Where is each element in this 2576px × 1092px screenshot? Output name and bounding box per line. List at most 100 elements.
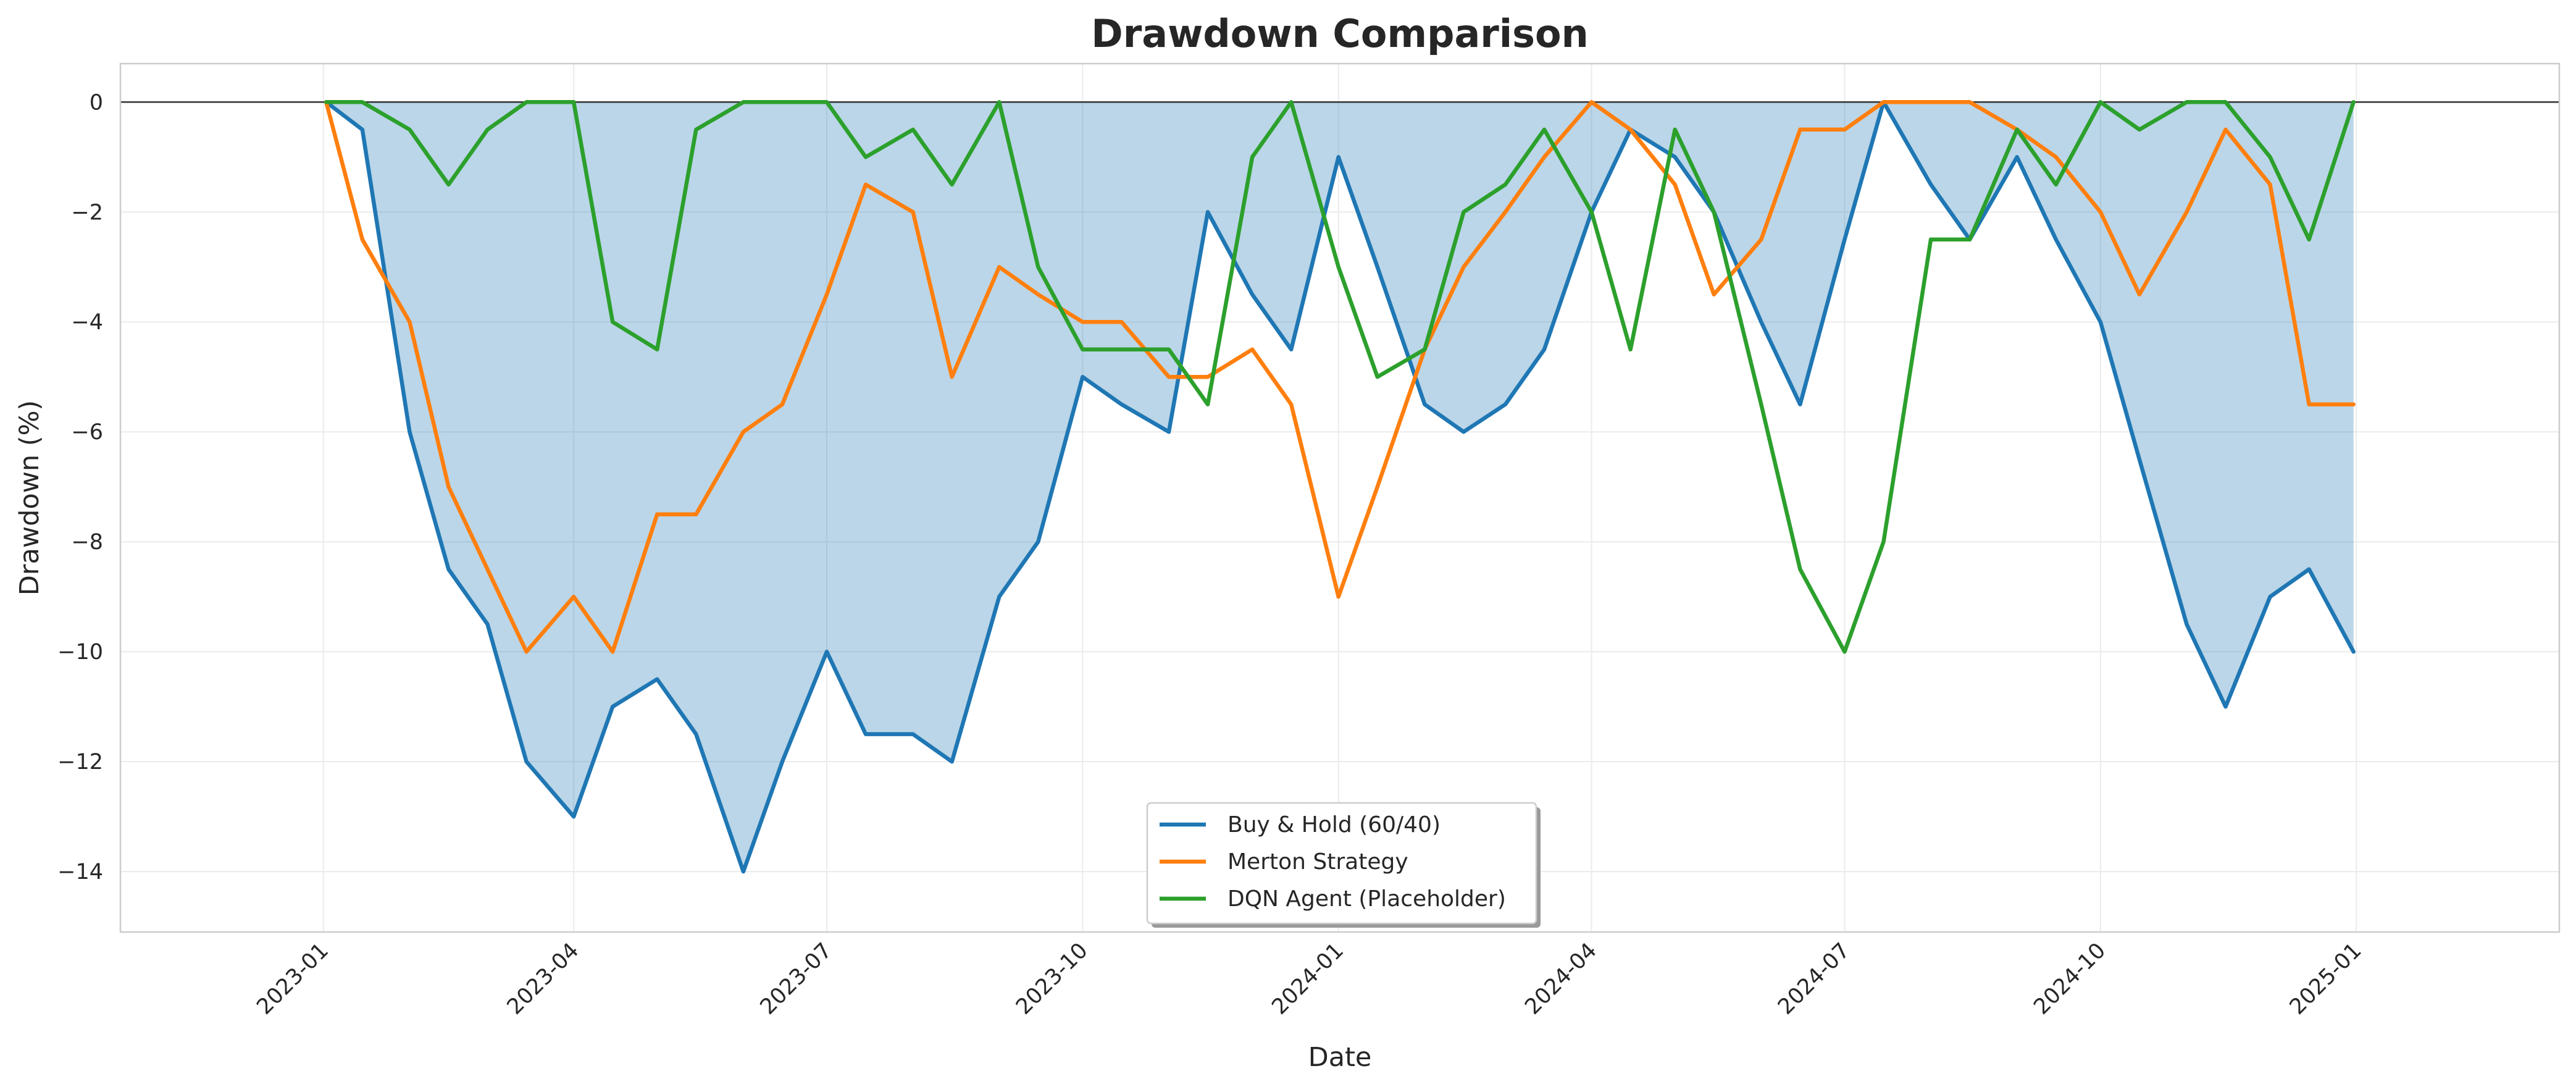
x-axis-label: Date	[1308, 1042, 1372, 1073]
data-point	[1337, 266, 1340, 268]
data-point	[1883, 540, 1885, 543]
data-point	[912, 211, 914, 213]
data-point	[864, 183, 867, 186]
data-point	[447, 485, 450, 488]
data-point	[1713, 293, 1715, 296]
data-point	[1760, 238, 1762, 241]
data-point	[2055, 183, 2057, 186]
data-point	[1376, 376, 1379, 378]
data-point	[1799, 128, 1801, 131]
data-point	[2055, 238, 2057, 241]
data-point	[1760, 403, 1762, 406]
data-point	[1037, 540, 1039, 543]
legend-label: Merton Strategy	[1227, 849, 1408, 875]
data-point	[1504, 183, 1507, 186]
data-point	[525, 101, 528, 103]
data-point	[2308, 568, 2310, 571]
y-tick-label: −8	[71, 530, 103, 555]
data-point	[1629, 348, 1632, 351]
data-point	[781, 403, 784, 406]
data-point	[1251, 293, 1253, 296]
data-point	[361, 238, 364, 241]
data-point	[951, 183, 953, 186]
data-point	[1930, 101, 1932, 103]
data-point	[695, 513, 697, 516]
data-point	[1251, 156, 1253, 158]
data-point	[572, 595, 575, 598]
chart-title: Drawdown Comparison	[1091, 11, 1589, 56]
data-point	[1037, 266, 1039, 268]
data-point	[1206, 211, 1209, 213]
data-point	[2099, 101, 2102, 103]
data-point	[742, 870, 745, 873]
data-point	[1674, 183, 1676, 186]
data-point	[2099, 321, 2102, 323]
data-point	[2016, 128, 2018, 131]
data-point	[695, 733, 697, 736]
data-point	[487, 128, 489, 131]
data-point	[1081, 348, 1084, 351]
data-point	[2269, 183, 2272, 186]
y-tick-label: −4	[71, 310, 103, 335]
data-point	[1423, 403, 1426, 406]
data-point	[447, 183, 450, 186]
data-point	[325, 101, 327, 103]
data-point	[1206, 376, 1209, 378]
data-point	[1843, 650, 1846, 653]
data-point	[1843, 238, 1846, 241]
y-tick-label: −10	[57, 640, 103, 665]
data-point	[572, 101, 575, 103]
drawdown-fill	[326, 102, 2354, 872]
series-0	[324, 100, 2356, 874]
data-point	[2185, 623, 2188, 626]
data-point	[1930, 238, 1932, 241]
data-point	[2269, 156, 2272, 158]
data-point	[742, 430, 745, 433]
data-point	[1591, 211, 1593, 213]
data-point	[998, 595, 1000, 598]
data-point	[1168, 430, 1170, 433]
data-point	[1251, 348, 1253, 351]
data-point	[1968, 238, 1971, 241]
data-point	[2308, 403, 2310, 406]
data-point	[1504, 403, 1507, 406]
data-point	[656, 678, 658, 681]
legend-label: DQN Agent (Placeholder)	[1227, 886, 1506, 912]
data-point	[1629, 128, 1632, 131]
data-point	[1337, 595, 1340, 598]
plot-area-background	[120, 64, 2559, 932]
data-point	[361, 101, 364, 103]
data-point	[1930, 183, 1932, 186]
data-point	[1843, 128, 1846, 131]
data-point	[1037, 293, 1039, 296]
data-point	[1799, 568, 1801, 571]
legend-box	[1146, 802, 1537, 925]
y-tick-label: −14	[57, 860, 103, 884]
data-point	[1376, 266, 1379, 268]
data-point	[525, 650, 528, 653]
data-point	[1081, 376, 1084, 378]
data-point	[1799, 403, 1801, 406]
data-point	[2185, 101, 2188, 103]
data-point	[1168, 376, 1170, 378]
data-point	[826, 101, 828, 103]
data-point	[1543, 156, 1545, 158]
data-point	[2352, 650, 2355, 653]
data-point	[2055, 156, 2057, 158]
data-point	[2185, 211, 2188, 213]
legend: Buy & Hold (60/40) Merton Strategy DQN Age…	[1146, 802, 1541, 928]
data-point	[1968, 101, 1971, 103]
data-point	[611, 321, 614, 323]
data-point	[781, 760, 784, 763]
data-point	[1760, 321, 1762, 323]
data-point	[1543, 128, 1545, 131]
y-axis-label: Drawdown (%)	[14, 400, 45, 595]
y-tick-label: −6	[71, 420, 103, 445]
data-point	[408, 321, 411, 323]
data-point	[2138, 128, 2141, 131]
data-point	[781, 101, 784, 103]
legend-label: Buy & Hold (60/40)	[1227, 812, 1441, 838]
data-point	[487, 623, 489, 626]
data-point	[572, 815, 575, 818]
data-point	[1168, 348, 1170, 351]
